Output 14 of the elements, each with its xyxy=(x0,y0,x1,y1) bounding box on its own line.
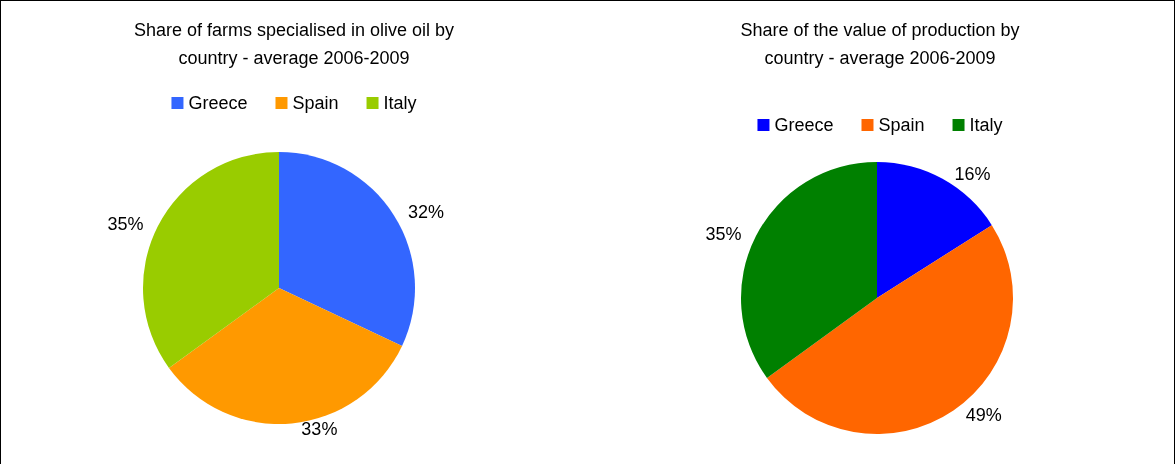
data-label: 35% xyxy=(705,223,742,244)
data-label: 33% xyxy=(301,419,338,440)
data-label: 35% xyxy=(107,213,144,234)
legend-label: Spain xyxy=(292,93,339,113)
legend-label: Greece xyxy=(774,115,834,135)
legend-label: Italy xyxy=(383,93,417,113)
legend-label: Spain xyxy=(878,115,925,135)
chart-title: Share of farms specialised in olive oil by country - average 2006-2009 xyxy=(133,20,455,68)
chart-title: Share of the value of production by country - average 2006-2009 xyxy=(740,20,1020,68)
legend-label: Greece xyxy=(188,93,248,113)
data-label: 16% xyxy=(954,163,991,184)
data-label: 32% xyxy=(407,201,444,222)
legend-label: Italy xyxy=(969,115,1003,135)
data-label: 49% xyxy=(965,405,1002,426)
